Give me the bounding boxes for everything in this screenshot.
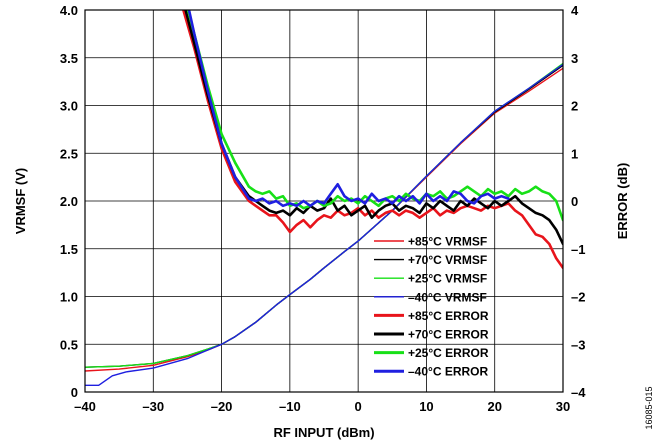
legend: +85°C VRMSF +70°C VRMSF +25°C VRMSF –40°C V… xyxy=(374,235,489,379)
figure-id: 16085-015 xyxy=(644,386,654,429)
series-line xyxy=(85,63,563,386)
y2-tick-label: 0 xyxy=(571,194,578,209)
series-line xyxy=(186,10,563,222)
legend-label: –40°C ERROR xyxy=(408,365,488,379)
x-tick-label: 0 xyxy=(355,399,362,414)
y-axis-title: VRMSF (V) xyxy=(13,168,28,234)
plot-frame xyxy=(84,9,564,393)
legend-label: +25°C ERROR xyxy=(408,346,489,360)
y-tick-label: 2.5 xyxy=(60,146,78,161)
legend-label: +70°C ERROR xyxy=(408,328,489,342)
x-tick-label: 10 xyxy=(419,399,433,414)
y-tick-label: 1.0 xyxy=(60,290,78,305)
x-tick-label: 30 xyxy=(556,399,570,414)
y-tick-label: 0 xyxy=(71,385,78,400)
x-tick-label: –40 xyxy=(74,399,96,414)
x-tick-label: –30 xyxy=(142,399,164,414)
y2-tick-label: –3 xyxy=(571,337,585,352)
legend-label: +25°C VRMSF xyxy=(408,272,487,286)
series-line xyxy=(184,10,563,246)
y2-tick-label: 1 xyxy=(571,146,578,161)
grid xyxy=(84,9,564,393)
series-line xyxy=(181,10,563,270)
y-axis-ticks: 0 0.5 1.0 1.5 2.0 2.5 3.0 3.5 4.0 xyxy=(60,3,78,400)
y-tick-label: 2.0 xyxy=(60,194,78,209)
y2-axis-ticks: –4 –3 –2 –1 0 1 2 3 4 xyxy=(571,3,586,400)
x-axis-ticks: –40 –30 –20 –10 0 10 20 30 xyxy=(74,399,570,414)
y2-axis-title: ERROR (dB) xyxy=(615,163,630,240)
legend-label: +85°C ERROR xyxy=(408,309,489,323)
x-tick-label: –10 xyxy=(279,399,301,414)
y2-tick-label: –1 xyxy=(571,242,585,257)
plot-lines xyxy=(85,10,563,386)
series-line xyxy=(187,10,510,208)
y2-tick-label: –2 xyxy=(571,290,585,305)
y2-tick-label: 2 xyxy=(571,99,578,114)
y-tick-label: 0.5 xyxy=(60,337,78,352)
y-tick-label: 1.5 xyxy=(60,242,78,257)
x-tick-label: –20 xyxy=(211,399,233,414)
legend-label: +85°C VRMSF xyxy=(408,235,487,249)
legend-label: –40°C VRMSF xyxy=(408,290,487,304)
x-axis-title: RF INPUT (dBm) xyxy=(273,425,374,440)
y-tick-label: 4.0 xyxy=(60,3,78,18)
y-tick-label: 3.0 xyxy=(60,99,78,114)
y-tick-label: 3.5 xyxy=(60,51,78,66)
y2-tick-label: 3 xyxy=(571,51,578,66)
x-tick-label: 20 xyxy=(487,399,501,414)
legend-label: +70°C VRMSF xyxy=(408,253,487,267)
y2-tick-label: 4 xyxy=(571,3,579,18)
y2-tick-label: –4 xyxy=(571,385,586,400)
